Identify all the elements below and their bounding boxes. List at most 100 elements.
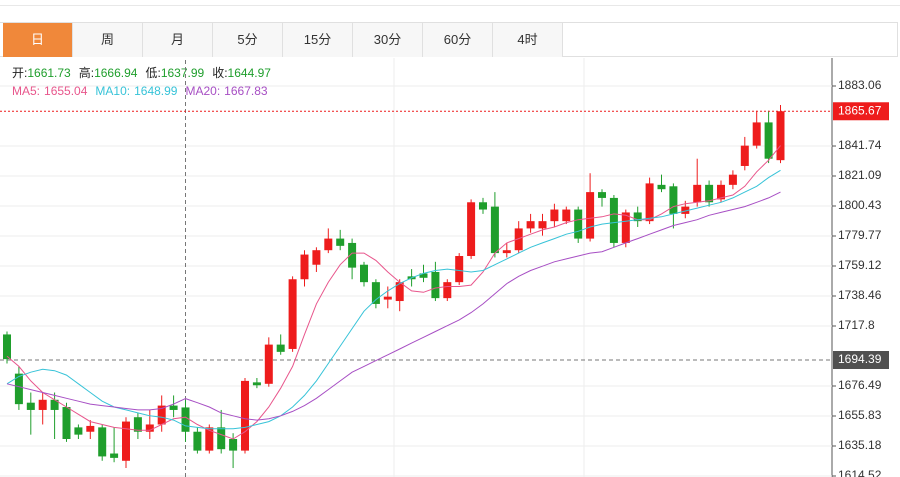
candle-body [705, 184, 714, 203]
candle-body [609, 197, 618, 243]
candle-body [229, 438, 238, 451]
crosshair-label: 1694.39 [838, 352, 882, 366]
candle-body [360, 264, 368, 283]
period-tab[interactable]: 15分 [283, 23, 353, 57]
candle-body [645, 183, 654, 222]
candle-body [586, 192, 595, 239]
candle-body [276, 344, 285, 352]
period-tab[interactable]: 5分 [213, 23, 283, 57]
candle-body [752, 122, 761, 146]
candle-body [502, 250, 511, 254]
candle-body [181, 407, 190, 432]
candle-body [205, 427, 214, 451]
period-tab[interactable]: 日 [3, 23, 73, 57]
candle-body [740, 145, 749, 166]
info-row: MA5: 1655.04 MA10: 1648.99 MA20: 1667.83 [12, 84, 268, 98]
info-label: MA10: [95, 84, 130, 98]
ma-line [6, 191, 781, 421]
candle-body [764, 122, 773, 159]
candle-body [728, 174, 737, 185]
candle-body [598, 192, 606, 198]
info-label: 开: [12, 66, 27, 80]
candle-body [538, 221, 547, 229]
y-tick-label: 1676.49 [838, 378, 882, 392]
candle-body [336, 238, 345, 246]
candle-body [145, 424, 154, 432]
candle-body [657, 184, 666, 190]
candle-body [241, 380, 249, 451]
y-tick-label: 1841.74 [838, 138, 882, 152]
candle-body [443, 282, 452, 299]
period-tab[interactable]: 月 [143, 23, 213, 57]
candle-body [717, 184, 725, 200]
candle-body [288, 279, 297, 349]
candle-body [252, 382, 261, 386]
period-tab[interactable]: 60分 [423, 23, 493, 57]
info-value: 1637.99 [161, 66, 205, 80]
candle-body [26, 402, 35, 410]
candle-body [264, 344, 273, 384]
candle-body [62, 407, 71, 439]
y-tick-label: 1717.8 [838, 318, 875, 332]
y-tick-label: 1655.83 [838, 408, 882, 422]
candle-body [3, 334, 11, 360]
period-tab[interactable]: 4时 [493, 23, 563, 57]
candle-body [490, 206, 499, 254]
y-tick-label: 1779.77 [838, 228, 882, 242]
candle-body [371, 282, 380, 304]
info-value: 1666.94 [94, 66, 138, 80]
candle-body [300, 254, 309, 280]
candle-body [550, 209, 559, 222]
ma-line [6, 145, 781, 440]
info-label: 收: [212, 66, 227, 80]
candle-body [217, 427, 226, 450]
y-tick-label: 1883.06 [838, 78, 882, 92]
candle-body [169, 405, 178, 410]
candle-body [122, 421, 130, 461]
crosshair-box [833, 351, 889, 370]
candle-body [74, 427, 83, 435]
candle-body [693, 184, 702, 203]
top-border [0, 5, 900, 6]
last-price-label: 1865.67 [838, 103, 882, 117]
candle-body [633, 212, 642, 222]
y-tick-label: 1800.43 [838, 198, 882, 212]
candle-body [514, 228, 523, 251]
candle-body [157, 405, 166, 425]
candle-body [455, 256, 464, 283]
candle-body [324, 238, 333, 251]
info-label: 高: [79, 65, 94, 80]
info-label: 低: [145, 66, 160, 80]
candle-body [467, 202, 476, 257]
candle-body [348, 242, 357, 268]
y-tick-label: 1738.46 [838, 288, 882, 302]
candle-body [419, 273, 428, 278]
candle-body [431, 271, 440, 299]
candle-body [776, 111, 785, 161]
candle-body [133, 417, 142, 432]
candle-body [383, 296, 392, 300]
candle-body [526, 221, 535, 229]
y-tick-label: 1614.52 [838, 468, 882, 477]
candle-body [38, 399, 47, 410]
candle-body [574, 209, 583, 239]
ma-line [6, 169, 781, 430]
candle-body [479, 202, 487, 210]
period-tab[interactable]: 30分 [353, 23, 423, 57]
info-label: MA20: [185, 84, 220, 98]
info-row: 开:1661.73 高:1666.94 低:1637.99 收:1644.97 [12, 65, 271, 80]
candle-body [110, 453, 119, 458]
candle-body [86, 425, 95, 432]
candle-body [395, 282, 404, 302]
candle-body [14, 373, 23, 405]
period-tab[interactable]: 周 [73, 23, 143, 57]
y-tick-label: 1821.09 [838, 168, 882, 182]
info-value: 1648.99 [134, 84, 178, 98]
candle-body [621, 212, 630, 243]
candle-body [193, 431, 202, 451]
candle-body [98, 427, 107, 457]
candle-body [562, 209, 571, 222]
period-tabs: 日周月 5分 15分 30分 60分 4时 [0, 22, 898, 57]
